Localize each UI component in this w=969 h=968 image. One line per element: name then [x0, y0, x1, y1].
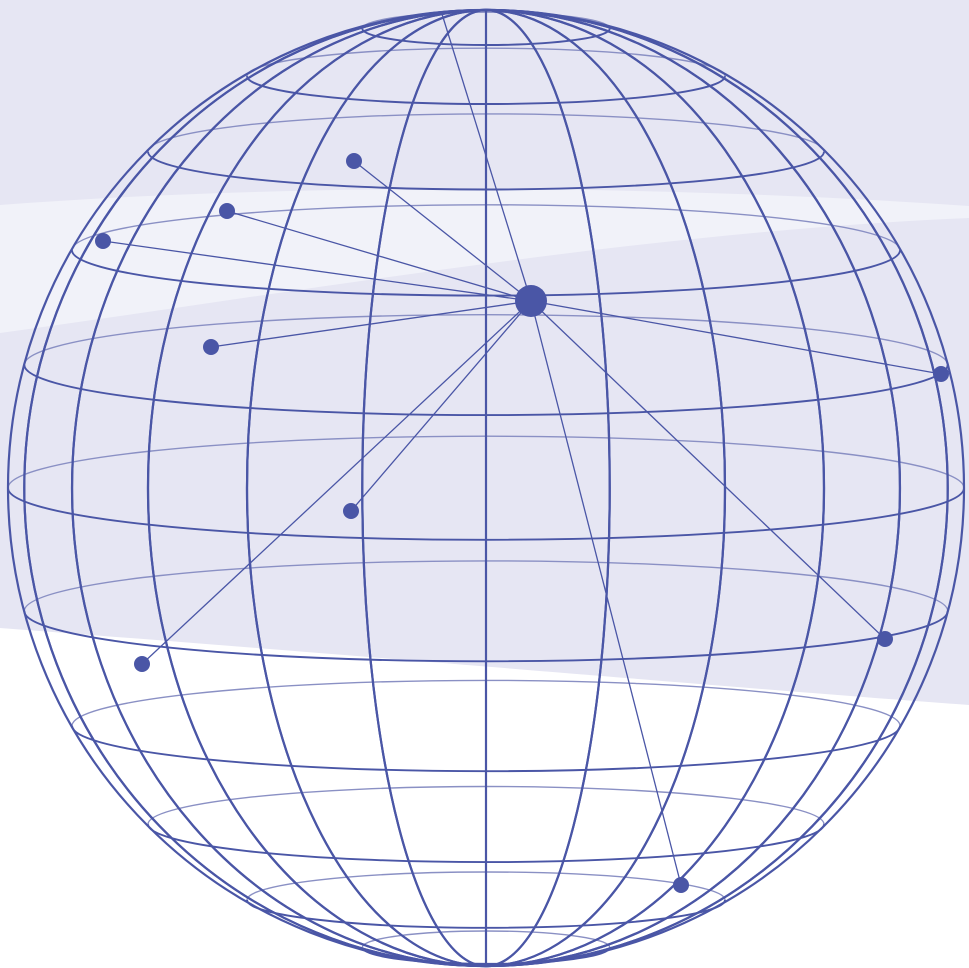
- background-highlight-band: [0, 188, 969, 333]
- network-link-line: [530, 300, 886, 640]
- leaf-node-icon: [343, 503, 359, 519]
- network-link-line: [210, 300, 532, 348]
- network-links: [102, 13, 942, 886]
- network-link-line: [350, 300, 532, 512]
- network-link-line: [141, 300, 532, 665]
- network-link-line: [353, 160, 532, 302]
- network-link-line: [226, 210, 532, 302]
- leaf-node-icon: [203, 339, 219, 355]
- leaf-node-icon: [933, 366, 949, 382]
- network-nodes: [95, 153, 949, 893]
- globe-outline: [6, 8, 966, 968]
- leaf-node-icon: [877, 631, 893, 647]
- network-link-line: [441, 13, 532, 302]
- leaf-node-icon: [673, 877, 689, 893]
- leaf-node-icon: [219, 203, 235, 219]
- wireframe-globe-icon: [6, 8, 966, 968]
- background-bands: [0, 0, 969, 705]
- leaf-node-icon: [134, 656, 150, 672]
- leaf-node-icon: [95, 233, 111, 249]
- leaf-node-icon: [346, 153, 362, 169]
- background-band: [0, 0, 969, 705]
- network-link-line: [530, 300, 682, 886]
- network-link-line: [530, 300, 942, 375]
- hub-node-icon: [515, 285, 547, 317]
- network-link-line: [102, 240, 532, 302]
